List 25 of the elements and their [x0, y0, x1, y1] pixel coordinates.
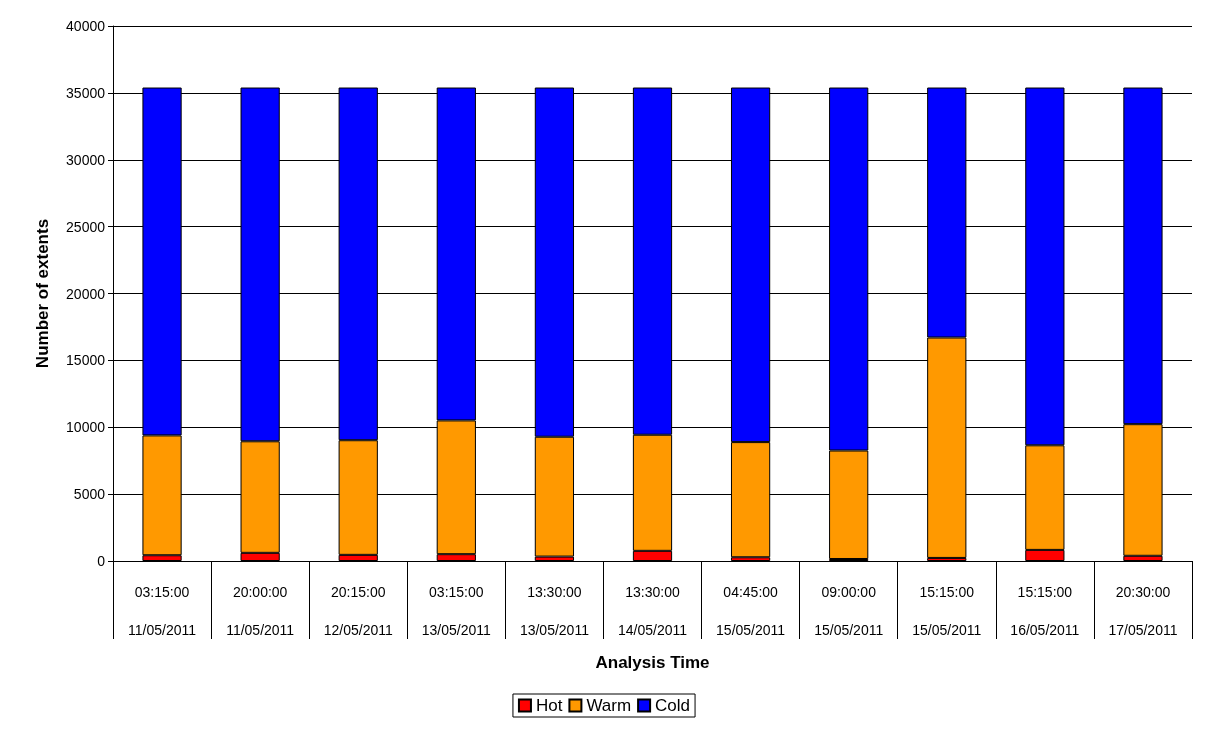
category-label: 03:15:00 11/05/2011 — [128, 584, 197, 638]
y-tick-label: 40000 — [66, 18, 106, 34]
legend-label: Warm — [586, 696, 632, 715]
y-tick-label: 25000 — [66, 218, 106, 235]
y-tick-label: 20000 — [66, 285, 106, 302]
category-label: 09:00:00 15/05/2011 — [814, 584, 884, 638]
y-tick-label: 5000 — [73, 486, 106, 503]
x-axis-title: Analysis Time — [595, 652, 710, 672]
category-label: 15:15:00 15/05/2011 — [912, 584, 982, 638]
category-label: 20:00:00 11/05/2011 — [226, 584, 295, 638]
category-label: 13:30:00 14/05/2011 — [617, 584, 688, 638]
y-tick-label: 35000 — [66, 84, 106, 101]
y-axis-title: Number of extents — [33, 218, 52, 369]
legend-label: Hot — [535, 696, 563, 715]
category-label: 13:30:00 13/05/2011 — [519, 584, 589, 638]
y-tick-label: 15000 — [66, 352, 106, 369]
category-label: 20:15:00 12/05/2011 — [323, 584, 393, 638]
category-label: 20:30:00 17/05/2011 — [1108, 584, 1178, 638]
category-label: 04:45:00 15/05/2011 — [716, 584, 786, 638]
category-label: 15:15:00 16/05/2011 — [1010, 584, 1080, 638]
legend-label: Cold — [655, 696, 691, 715]
category-label: 03:15:00 13/05/2011 — [421, 584, 491, 638]
y-tick-label: 10000 — [66, 419, 106, 436]
y-tick-label: 0 — [97, 553, 106, 569]
y-tick-label: 30000 — [66, 151, 106, 168]
